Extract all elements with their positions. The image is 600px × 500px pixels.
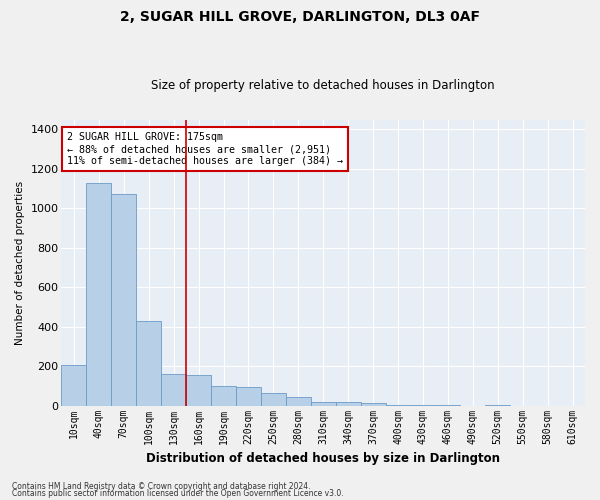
Bar [335, 402, 361, 406]
X-axis label: Distribution of detached houses by size in Darlington: Distribution of detached houses by size … [146, 452, 500, 465]
Bar [61, 365, 86, 406]
Bar [485, 405, 510, 406]
Bar [112, 194, 136, 406]
Bar [86, 182, 112, 406]
Text: Contains HM Land Registry data © Crown copyright and database right 2024.: Contains HM Land Registry data © Crown c… [12, 482, 311, 491]
Text: Contains public sector information licensed under the Open Government Licence v3: Contains public sector information licen… [12, 490, 344, 498]
Bar [236, 387, 261, 406]
Bar [136, 321, 161, 406]
Title: Size of property relative to detached houses in Darlington: Size of property relative to detached ho… [151, 79, 495, 92]
Bar [286, 397, 311, 406]
Bar [261, 393, 286, 406]
Bar [410, 404, 436, 406]
Bar [211, 386, 236, 406]
Bar [386, 404, 410, 406]
Bar [361, 403, 386, 406]
Bar [161, 374, 186, 406]
Text: 2 SUGAR HILL GROVE: 175sqm
← 88% of detached houses are smaller (2,951)
11% of s: 2 SUGAR HILL GROVE: 175sqm ← 88% of deta… [67, 132, 343, 166]
Bar [311, 402, 335, 406]
Bar [186, 375, 211, 406]
Y-axis label: Number of detached properties: Number of detached properties [15, 180, 25, 344]
Text: 2, SUGAR HILL GROVE, DARLINGTON, DL3 0AF: 2, SUGAR HILL GROVE, DARLINGTON, DL3 0AF [120, 10, 480, 24]
